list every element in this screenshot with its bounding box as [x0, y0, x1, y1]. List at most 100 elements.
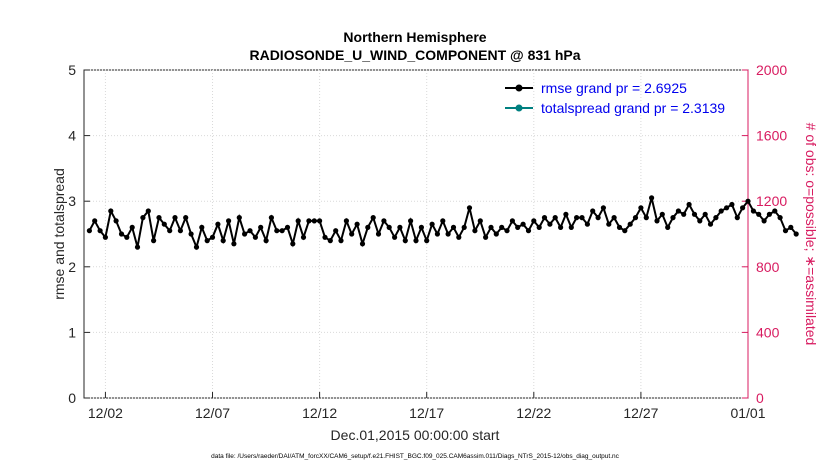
data-point-rmse	[707, 221, 714, 227]
y-right-tick-label: 1600	[756, 128, 787, 144]
data-point-rmse	[183, 215, 189, 221]
data-point-rmse	[306, 218, 312, 224]
y-axis-right-ticks: 0 400 800 1200 1600 2000	[742, 62, 787, 406]
data-point-rmse	[729, 201, 735, 208]
data-point-rmse	[643, 215, 649, 221]
x-tick-label: 12/12	[302, 405, 337, 421]
data-point-rmse	[590, 208, 596, 214]
data-point-rmse	[408, 218, 414, 224]
data-point-rmse	[242, 231, 248, 237]
data-point-rmse	[499, 224, 505, 230]
data-point-rmse	[563, 211, 569, 217]
data-point-rmse	[349, 231, 355, 237]
data-point-rmse	[622, 228, 628, 234]
data-point-rmse	[632, 215, 639, 221]
data-point-rmse	[793, 231, 799, 237]
data-point-rmse	[450, 224, 457, 230]
data-point-rmse	[766, 211, 773, 217]
data-point-rmse	[472, 228, 478, 234]
data-file-footnote: data file: /Users/raeder/DAI/ATM_forcXX/…	[211, 453, 620, 460]
data-point-rmse	[424, 238, 430, 244]
data-point-rmse	[204, 238, 210, 244]
data-point-rmse	[300, 234, 307, 240]
data-point-rmse	[649, 195, 655, 201]
data-point-rmse	[724, 205, 730, 211]
x-tick-label: 12/07	[195, 405, 230, 421]
data-point-rmse	[124, 234, 130, 240]
legend: rmse grand pr = 2.6925 totalspread grand …	[505, 80, 725, 116]
y-left-tick-label: 4	[68, 128, 76, 144]
x-tick-label: 12/22	[516, 405, 551, 421]
data-point-rmse	[231, 241, 237, 247]
data-point-rmse	[317, 218, 323, 224]
x-tick-label: 12/27	[623, 405, 658, 421]
legend-label: rmse grand pr = 2.6925	[541, 80, 687, 96]
data-point-rmse	[777, 215, 783, 221]
data-point-rmse	[665, 224, 671, 230]
data-point-rmse	[536, 224, 542, 230]
data-point-rmse	[611, 215, 617, 221]
data-point-rmse	[740, 205, 746, 211]
y-right-tick-label: 0	[756, 390, 764, 406]
plot-area	[83, 69, 749, 399]
data-point-rmse	[686, 201, 692, 208]
data-point-rmse	[606, 221, 612, 227]
data-point-rmse	[461, 224, 467, 230]
data-point-rmse	[86, 228, 92, 234]
data-point-rmse	[359, 241, 366, 247]
data-point-rmse	[167, 228, 173, 234]
y-right-tick-label: 2000	[756, 62, 787, 78]
data-point-rmse	[113, 218, 119, 224]
y-left-tick-label: 0	[68, 390, 76, 406]
data-point-rmse	[568, 224, 574, 230]
data-point-rmse	[579, 215, 585, 221]
data-point-rmse	[595, 215, 601, 221]
data-point-rmse	[488, 224, 494, 230]
data-point-rmse	[193, 244, 200, 250]
data-point-rmse	[520, 221, 526, 227]
legend-label: totalspread grand pr = 2.3139	[541, 100, 725, 116]
y-axis-left-ticks: 0 1 2 3 4 5	[68, 62, 90, 406]
data-point-rmse	[177, 228, 183, 234]
data-point-rmse	[552, 215, 558, 221]
data-point-rmse	[370, 215, 376, 221]
data-point-rmse	[493, 231, 499, 237]
data-point-rmse	[547, 221, 553, 227]
data-point-rmse	[327, 238, 333, 244]
data-point-rmse	[525, 228, 532, 234]
data-point-rmse	[756, 211, 762, 217]
data-point-rmse	[220, 238, 226, 244]
x-tick-label: 12/17	[409, 405, 444, 421]
data-point-rmse	[92, 218, 98, 224]
data-point-rmse	[156, 215, 162, 221]
data-point-rmse	[429, 221, 435, 227]
data-point-rmse	[209, 234, 216, 240]
data-point-rmse	[627, 221, 633, 227]
data-point-rmse	[145, 208, 151, 214]
data-point-rmse	[483, 234, 489, 240]
data-point-rmse	[670, 215, 676, 221]
data-point-rmse	[456, 234, 462, 240]
data-point-rmse	[375, 231, 382, 237]
data-point-rmse	[140, 215, 146, 221]
x-tick-label: 12/02	[88, 405, 123, 421]
y-axis-left-label: rmse and totalspread	[51, 168, 67, 300]
legend-marker	[515, 84, 523, 92]
chart-subtitle: RADIOSONDE_U_WIND_COMPONENT @ 831 hPa	[249, 47, 580, 63]
data-point-rmse	[226, 218, 232, 224]
data-point-rmse	[338, 238, 344, 244]
data-point-rmse	[531, 218, 537, 224]
data-point-rmse	[734, 215, 740, 221]
data-point-rmse	[129, 224, 135, 230]
data-point-rmse	[718, 208, 724, 214]
legend-marker	[515, 104, 523, 112]
data-point-rmse	[413, 238, 419, 244]
y-right-tick-label: 400	[756, 324, 780, 340]
data-point-rmse	[515, 224, 521, 230]
data-point-rmse	[675, 208, 682, 214]
chart-title: Northern Hemisphere	[343, 29, 486, 45]
data-point-rmse	[638, 205, 644, 211]
data-point-rmse	[151, 238, 157, 244]
data-point-rmse	[402, 238, 408, 244]
data-point-rmse	[691, 211, 698, 217]
